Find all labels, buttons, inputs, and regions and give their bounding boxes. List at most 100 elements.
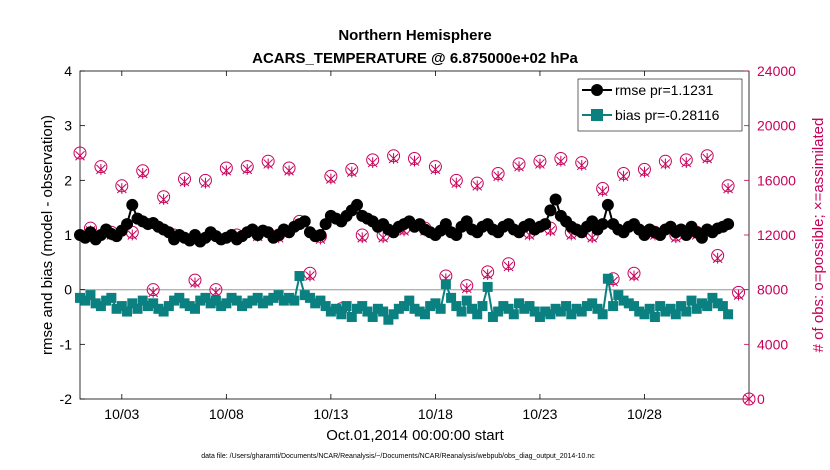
bias-point [153, 303, 164, 314]
bias-point [399, 301, 410, 312]
bias-point [315, 295, 326, 306]
legend-bias-label: bias pr=-0.28116 [615, 107, 720, 123]
x-tick-label: 10/23 [522, 406, 557, 422]
bias-point [393, 303, 404, 314]
legend: rmse pr=1.1231 bias pr=-0.28116 [577, 78, 743, 132]
obs-assimilated-point [284, 165, 294, 177]
bias-point [419, 309, 430, 320]
bias-point [529, 306, 540, 317]
bias-point [555, 306, 566, 317]
x-tick-label: 10/18 [418, 406, 453, 422]
legend-box [577, 78, 743, 132]
chart-subtitle: ACARS_TEMPERATURE @ 6.875000e+02 hPa [252, 50, 578, 67]
obs-assimilated-point [482, 269, 493, 281]
bias-point [472, 309, 483, 320]
obs-assimilated-point [367, 157, 378, 168]
bias-point [456, 306, 467, 317]
bias-point [242, 298, 253, 309]
obs-assimilated-point [357, 232, 368, 244]
rmse-point [722, 218, 735, 231]
bias-point [127, 298, 138, 309]
rmse-point [601, 198, 614, 211]
bias-point [649, 312, 660, 322]
bias-point [592, 303, 603, 314]
bias-point [106, 292, 117, 303]
rmse-point [126, 198, 139, 211]
x-tick-label: 10/13 [313, 406, 348, 422]
bias-point [189, 303, 200, 314]
bias-point [163, 301, 174, 312]
bias-point [237, 301, 248, 312]
bias-point [498, 301, 509, 312]
bias-point [284, 292, 295, 303]
bias-point [644, 303, 655, 314]
obs-assimilated-point [461, 282, 472, 294]
y-tick-label: 1 [64, 227, 72, 243]
obs-assimilated-point [597, 185, 608, 197]
bias-point [676, 301, 687, 312]
bias-point [122, 306, 133, 317]
bias-point [268, 292, 279, 303]
x-tick-label: 10/08 [209, 406, 244, 422]
bias-point [263, 295, 274, 306]
obs-assimilated-point [179, 176, 190, 188]
bias-point [210, 295, 221, 306]
obs-assimilated-point [75, 150, 85, 162]
x-axis-ticks: 10/03 10/08 10/13 10/18 10/23 10/28 [104, 71, 662, 422]
obs-assimilated-point [116, 183, 127, 194]
bias-point [587, 298, 598, 309]
bias-point [357, 301, 368, 312]
bias-point [304, 292, 315, 303]
series-layer [73, 146, 756, 406]
obs-assimilated-point [221, 165, 232, 177]
bias-point [629, 301, 640, 312]
bias-point [142, 301, 153, 312]
obs-assimilated-point [96, 164, 106, 175]
bias-point [670, 309, 681, 320]
obs-assimilated-point [263, 158, 274, 170]
bias-point [613, 290, 624, 301]
bias-point [702, 301, 713, 312]
bias-point [712, 298, 723, 309]
bias-point [367, 312, 378, 322]
bias-point [257, 298, 268, 309]
bias-point [665, 303, 676, 314]
bias-point [425, 301, 436, 312]
obs-assimilated-point [127, 229, 138, 241]
obs-assimilated-point [158, 194, 169, 205]
bias-point [273, 290, 284, 301]
y-tick-label: 4 [64, 63, 72, 79]
right-axis-ticks: 0 4000 8000 12000 16000 20000 24000 [744, 63, 796, 407]
obs-assimilated-point [242, 164, 253, 175]
bias-point [576, 306, 587, 317]
rmse-point [298, 215, 311, 228]
x-tick-label: 10/28 [627, 406, 662, 422]
bias-point [294, 271, 305, 281]
y-axis-label: rmse and bias (model - observation) [39, 115, 56, 355]
obs-assimilated-point [535, 158, 545, 170]
obs-assimilated-point [744, 393, 754, 405]
obs-assimilated-point [639, 166, 650, 178]
bias-point [487, 312, 498, 322]
bias-point [430, 298, 441, 309]
bias-point [723, 309, 734, 320]
bias-point [440, 279, 451, 290]
bias-point [231, 295, 242, 306]
bias-point [608, 301, 619, 312]
bias-point [561, 301, 572, 312]
bias-point [95, 301, 106, 312]
bias-point [482, 281, 493, 292]
obs-assimilated-point [190, 277, 200, 289]
bias-point [540, 306, 551, 317]
bias-point [80, 295, 91, 306]
legend-rmse-marker [591, 84, 603, 96]
y-tick-label: -2 [60, 391, 73, 407]
obs-assimilated-point [555, 155, 566, 167]
obs-assimilated-point [305, 270, 315, 282]
y2-tick-label: 24000 [757, 63, 796, 79]
bias-point [111, 303, 122, 314]
x-tick-label: 10/03 [104, 406, 139, 422]
bias-point [414, 306, 425, 317]
bias-point [352, 303, 363, 314]
bias-point [205, 298, 216, 309]
